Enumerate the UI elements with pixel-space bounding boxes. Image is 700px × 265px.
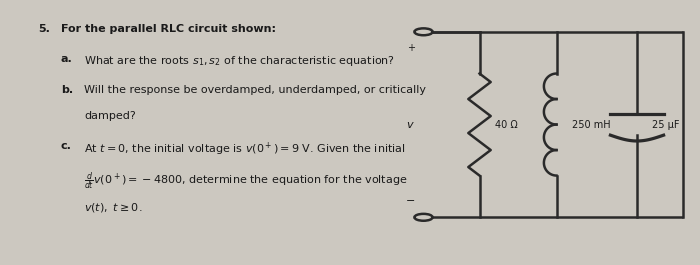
Text: At $t = 0$, the initial voltage is $v(0^+) = 9$ V. Given the initial: At $t = 0$, the initial voltage is $v(0^… — [84, 141, 405, 158]
Text: 5.: 5. — [38, 24, 50, 34]
Text: Will the response be overdamped, underdamped, or critically: Will the response be overdamped, underda… — [84, 85, 426, 95]
Text: damped?: damped? — [84, 111, 136, 121]
Text: a.: a. — [61, 54, 73, 64]
Circle shape — [414, 214, 433, 221]
Text: For the parallel RLC circuit shown:: For the parallel RLC circuit shown: — [61, 24, 276, 34]
Text: $\frac{d}{dt}v(0^+) = -4800$, determine the equation for the voltage: $\frac{d}{dt}v(0^+) = -4800$, determine … — [84, 170, 407, 192]
Text: c.: c. — [61, 141, 72, 151]
Text: 250 mH: 250 mH — [572, 120, 610, 130]
Text: 25 μF: 25 μF — [652, 120, 680, 130]
Text: +: + — [407, 43, 415, 53]
Text: $v(t),\ t \geq 0$.: $v(t),\ t \geq 0$. — [84, 201, 142, 214]
Text: −: − — [406, 196, 416, 206]
Text: What are the roots $s_1, s_2$ of the characteristic equation?: What are the roots $s_1, s_2$ of the cha… — [84, 54, 395, 68]
Circle shape — [414, 28, 433, 35]
Text: b.: b. — [61, 85, 73, 95]
Text: 40 Ω: 40 Ω — [495, 120, 518, 130]
Text: v: v — [406, 120, 413, 130]
